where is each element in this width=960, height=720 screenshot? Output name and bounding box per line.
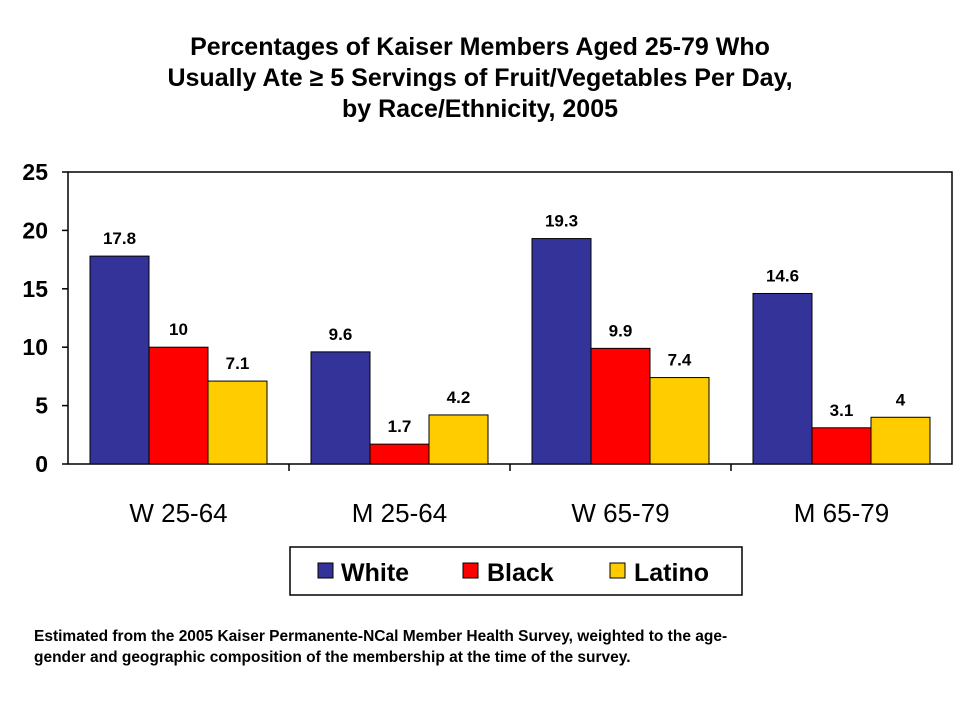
bar-white bbox=[310, 351, 371, 465]
title-line-2: Usually Ate ≥ 5 Servings of Fruit/Vegeta… bbox=[167, 64, 793, 92]
x-category-label: W 25-64 bbox=[129, 498, 227, 528]
legend-swatch-black bbox=[462, 562, 479, 579]
y-tick-label: 20 bbox=[22, 217, 48, 243]
bar-value-label: 3.1 bbox=[830, 401, 854, 420]
legend-label-white: White bbox=[341, 559, 409, 587]
y-tick-label: 5 bbox=[35, 393, 48, 419]
bar-value-label: 9.6 bbox=[329, 325, 353, 344]
legend-label-black: Black bbox=[487, 559, 554, 587]
legend-label-latino: Latino bbox=[634, 559, 709, 587]
bar-black bbox=[811, 427, 872, 465]
y-tick-label: 10 bbox=[22, 334, 48, 360]
bar-black bbox=[369, 443, 430, 465]
bar-latino bbox=[649, 377, 710, 465]
title-line-1: Percentages of Kaiser Members Aged 25-79… bbox=[190, 33, 770, 61]
y-tick-label: 25 bbox=[22, 159, 48, 185]
bar-value-label: 4.2 bbox=[447, 388, 471, 407]
bar-value-label: 9.9 bbox=[609, 321, 633, 340]
bar-value-label: 7.1 bbox=[226, 354, 250, 373]
y-tick-label: 0 bbox=[35, 451, 48, 477]
bar-value-label: 1.7 bbox=[388, 417, 412, 436]
x-category-label: M 65-79 bbox=[794, 498, 889, 528]
bar-latino bbox=[870, 416, 931, 465]
caption-line-2: gender and geographic composition of the… bbox=[34, 649, 631, 666]
y-tick-label: 15 bbox=[22, 276, 48, 302]
bar-white bbox=[89, 255, 150, 465]
caption-line-1: Estimated from the 2005 Kaiser Permanent… bbox=[34, 628, 728, 645]
chart-title: Percentages of Kaiser Members Aged 25-79… bbox=[40, 32, 920, 125]
legend-swatch-latino bbox=[609, 562, 626, 579]
bar-value-label: 17.8 bbox=[103, 229, 136, 248]
bar-value-label: 19.3 bbox=[545, 212, 578, 231]
bar-latino bbox=[428, 414, 489, 465]
legend-box bbox=[289, 546, 743, 596]
bar-value-label: 10 bbox=[169, 320, 188, 339]
title-line-3: by Race/Ethnicity, 2005 bbox=[341, 95, 619, 123]
bar-value-label: 7.4 bbox=[668, 351, 692, 370]
x-category-label: M 25-64 bbox=[352, 498, 447, 528]
bar-value-label: 14.6 bbox=[766, 266, 799, 285]
bar-latino bbox=[207, 380, 268, 465]
bar-white bbox=[531, 238, 592, 465]
bar-white bbox=[752, 292, 813, 465]
legend-swatch-white bbox=[317, 562, 334, 579]
bar-value-label: 4 bbox=[896, 390, 906, 409]
bar-black bbox=[148, 346, 209, 465]
bar-black bbox=[590, 347, 651, 465]
x-category-label: W 65-79 bbox=[571, 498, 669, 528]
source-caption: Estimated from the 2005 Kaiser Permanent… bbox=[34, 626, 914, 668]
